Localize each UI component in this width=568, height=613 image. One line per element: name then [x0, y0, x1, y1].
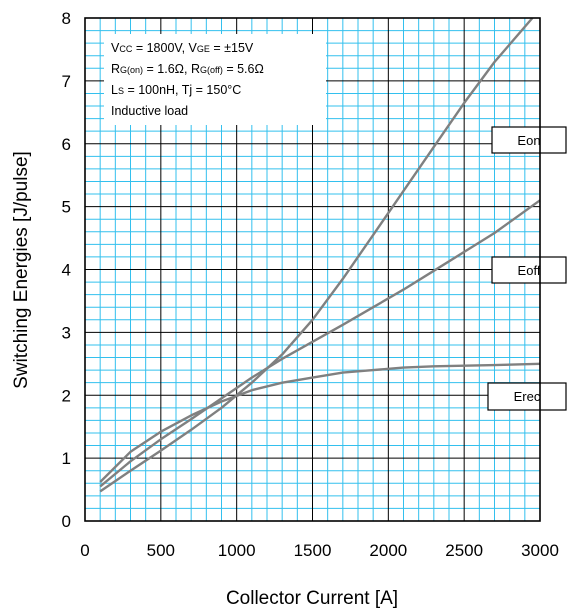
plot-frame: [84, 17, 541, 522]
y-tick-label: 8: [62, 9, 71, 28]
series-line-eoff: [99, 199, 541, 488]
x-tick-label: 1500: [294, 541, 332, 560]
y-tick-label: 5: [62, 198, 71, 217]
y-axis-title: Switching Energies [J/pulse]: [11, 151, 32, 389]
series-line-erec: [99, 362, 541, 483]
y-tick-label: 6: [62, 135, 71, 154]
series-label-eoff: Eoff: [491, 256, 567, 284]
condition-line: RG(on) = 1.6Ω, RG(off) = 5.6Ω: [111, 62, 264, 76]
y-tick-label: 1: [62, 449, 71, 468]
y-tick-label: 4: [62, 261, 71, 280]
y-tick-labels: 0 1 2 3 4 5 6 7 8: [62, 9, 71, 531]
x-tick-label: 2500: [445, 541, 483, 560]
series-label-erec-text: Erec: [514, 389, 541, 404]
condition-line: Inductive load: [111, 104, 188, 118]
series-label-eon-text: Eon: [517, 133, 540, 148]
series-line-eon: [99, 17, 534, 493]
y-tick-label: 0: [62, 512, 71, 531]
x-tick-labels: 0 500 1000 1500 2000 2500 3000: [80, 541, 559, 560]
x-tick-label: 0: [80, 541, 89, 560]
conditions-box: [104, 34, 326, 125]
x-tick-label: 500: [147, 541, 175, 560]
conditions-legend: VCC = 1800V, VGE = ±15V RG(on) = 1.6Ω, RG…: [111, 41, 264, 118]
y-tick-label: 2: [62, 386, 71, 405]
condition-line: LS = 100nH, Tj = 150°C: [111, 83, 241, 97]
x-axis-title: Collector Current [A]: [226, 588, 398, 609]
series-label-eoff-text: Eoff: [518, 263, 541, 278]
series-label-eon: Eon: [491, 126, 567, 154]
condition-line: VCC = 1800V, VGE = ±15V: [111, 41, 254, 55]
x-tick-label: 3000: [521, 541, 559, 560]
series-label-erec: Erec: [487, 382, 567, 411]
y-tick-label: 7: [62, 72, 71, 91]
x-tick-label: 1000: [218, 541, 256, 560]
y-tick-label: 3: [62, 323, 71, 342]
series-lines: [99, 17, 541, 493]
x-tick-label: 2000: [369, 541, 407, 560]
